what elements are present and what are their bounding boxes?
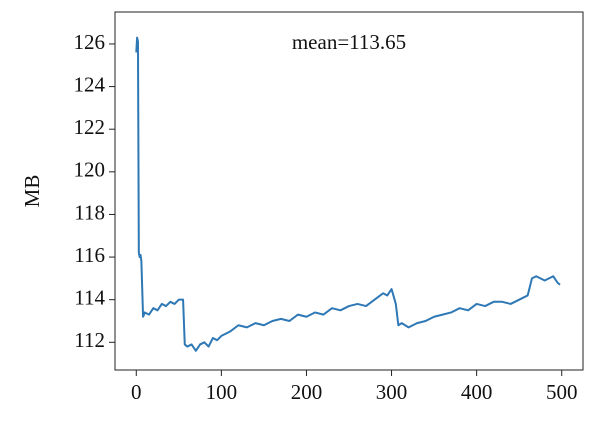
x-tick-label: 0 <box>131 380 142 404</box>
x-tick-label: 200 <box>291 380 323 404</box>
x-tick-label: 400 <box>461 380 493 404</box>
y-tick-label: 116 <box>74 243 105 267</box>
x-tick-label: 300 <box>376 380 408 404</box>
y-tick-label: 112 <box>74 328 105 352</box>
y-tick-label: 122 <box>74 115 106 139</box>
axes-frame <box>114 11 584 371</box>
x-tick-label: 100 <box>206 380 238 404</box>
y-axis-label: MB <box>20 175 44 208</box>
y-tick-label: 114 <box>74 285 105 309</box>
y-tick-label: 118 <box>74 200 105 224</box>
annotation: mean=113.65 <box>292 30 406 54</box>
y-tick-label: 120 <box>74 158 106 182</box>
data-line <box>135 36 561 352</box>
y-tick-label: 124 <box>74 72 106 96</box>
x-tick-label: 500 <box>546 380 578 404</box>
y-tick-label: 126 <box>74 30 106 54</box>
